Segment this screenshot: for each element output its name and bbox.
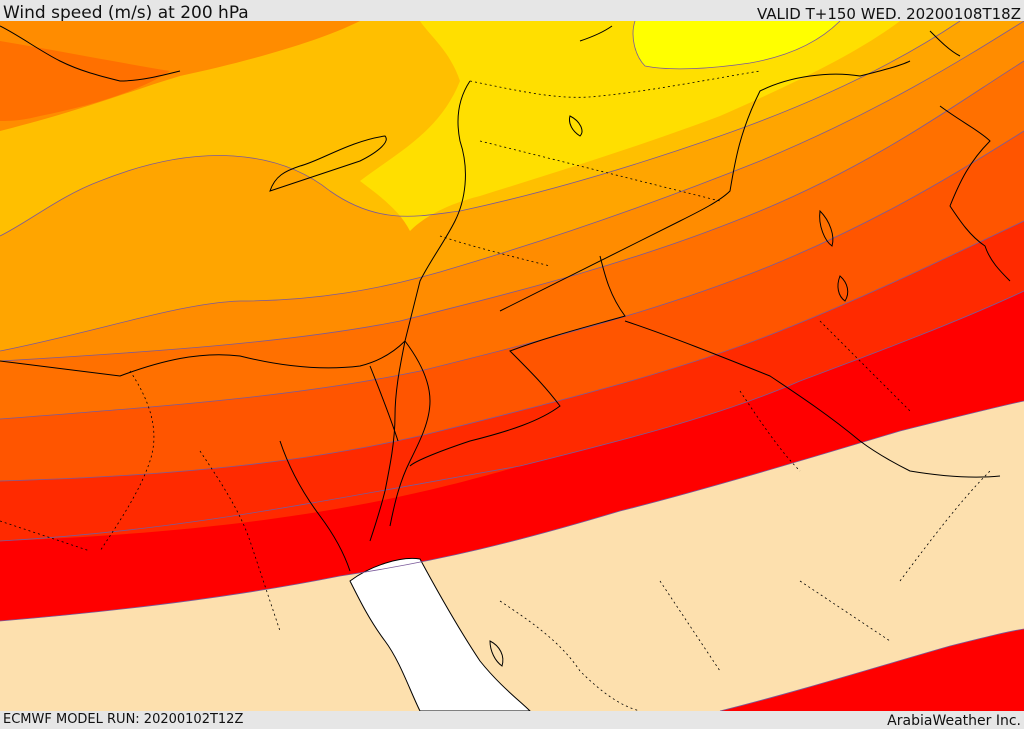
model-run-label: ECMWF MODEL RUN: 20200102T12Z [3, 712, 244, 727]
band-yellow [633, 21, 840, 69]
valid-time-label: VALID T+150 WED. 20200108T18Z [756, 5, 1021, 23]
isotach-contours [0, 21, 1024, 711]
map-canvas [0, 21, 1024, 711]
map-title: Wind speed (m/s) at 200 hPa [3, 3, 249, 23]
region-southeast-red [720, 629, 1024, 711]
credit-label: ArabiaWeather Inc. [887, 713, 1021, 729]
wind-speed-map [0, 21, 1024, 711]
red-sea [349, 557, 531, 711]
band-yellow-gold [360, 21, 900, 231]
country-borders-solid [369, 60, 1001, 478]
region-weak-wind-south [0, 401, 1024, 711]
coastlines [0, 25, 1011, 667]
band-northwest-dark [0, 41, 170, 121]
country-borders [0, 70, 991, 711]
